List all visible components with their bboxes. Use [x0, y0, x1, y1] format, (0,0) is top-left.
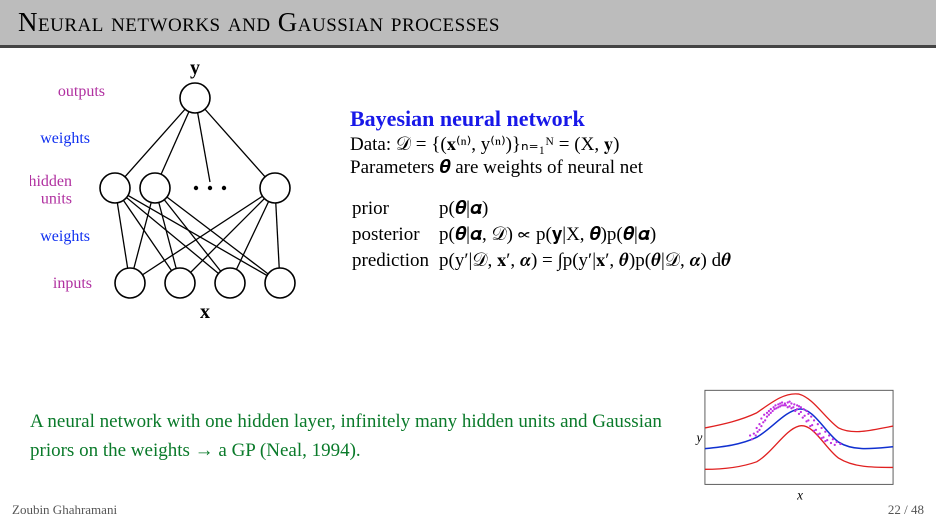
eq-label: prediction	[352, 249, 437, 273]
footer-page: 22 / 48	[888, 502, 924, 518]
bnn-heading: Bayesian neural network	[350, 106, 910, 132]
gp-plot: yx	[688, 378, 910, 508]
bnn-data-line: Data: 𝒟 = {(𝐱⁽ⁿ⁾, y⁽ⁿ⁾)}ₙ₌₁ᴺ = (X, 𝐲)	[350, 133, 910, 156]
svg-text:y: y	[694, 430, 702, 445]
bnn-equations: priorp(𝜽|𝜶)posteriorp(𝜽|𝜶, 𝒟) ∝ p(𝐲|X, 𝜽…	[350, 195, 741, 275]
title-bar: Neural networks and Gaussian processes	[0, 0, 936, 48]
footer: Zoubin Ghahramani 22 / 48	[0, 502, 936, 518]
bnn-params-line: Parameters 𝜽 are weights of neural net	[350, 157, 910, 179]
bnn-text: Bayesian neural network Data: 𝒟 = {(𝐱⁽ⁿ⁾…	[350, 106, 910, 275]
nn-diagram: y x outputs weights hiddenunits weights inputs	[30, 58, 330, 328]
slide-title: Neural networks and Gaussian processes	[18, 7, 500, 38]
gp-statement: A neural network with one hidden layer, …	[30, 408, 670, 465]
slide-content: y x outputs weights hiddenunits weights inputs…	[0, 48, 936, 480]
svg-text:y: y	[190, 58, 200, 79]
eq-expr: p(𝜽|𝜶, 𝒟) ∝ p(𝐲|X, 𝜽)p(𝜽|𝜶)	[439, 223, 739, 247]
svg-text:outputs: outputs	[58, 83, 105, 100]
eq-expr: p(y′|𝒟, 𝐱′, 𝜶) = ∫p(y′|𝐱′, 𝜽)p(𝜽|𝒟, 𝜶) d…	[439, 249, 739, 273]
svg-text:x: x	[200, 301, 210, 323]
eq-label: prior	[352, 197, 437, 221]
svg-text:inputs: inputs	[53, 275, 92, 292]
eq-label: posterior	[352, 223, 437, 247]
svg-text:x: x	[796, 487, 803, 502]
eq-expr: p(𝜽|𝜶)	[439, 197, 739, 221]
footer-author: Zoubin Ghahramani	[12, 502, 117, 518]
svg-text:weights: weights	[40, 130, 90, 147]
svg-text:hiddenunits: hiddenunits	[30, 173, 72, 208]
svg-text:weights: weights	[40, 228, 90, 245]
